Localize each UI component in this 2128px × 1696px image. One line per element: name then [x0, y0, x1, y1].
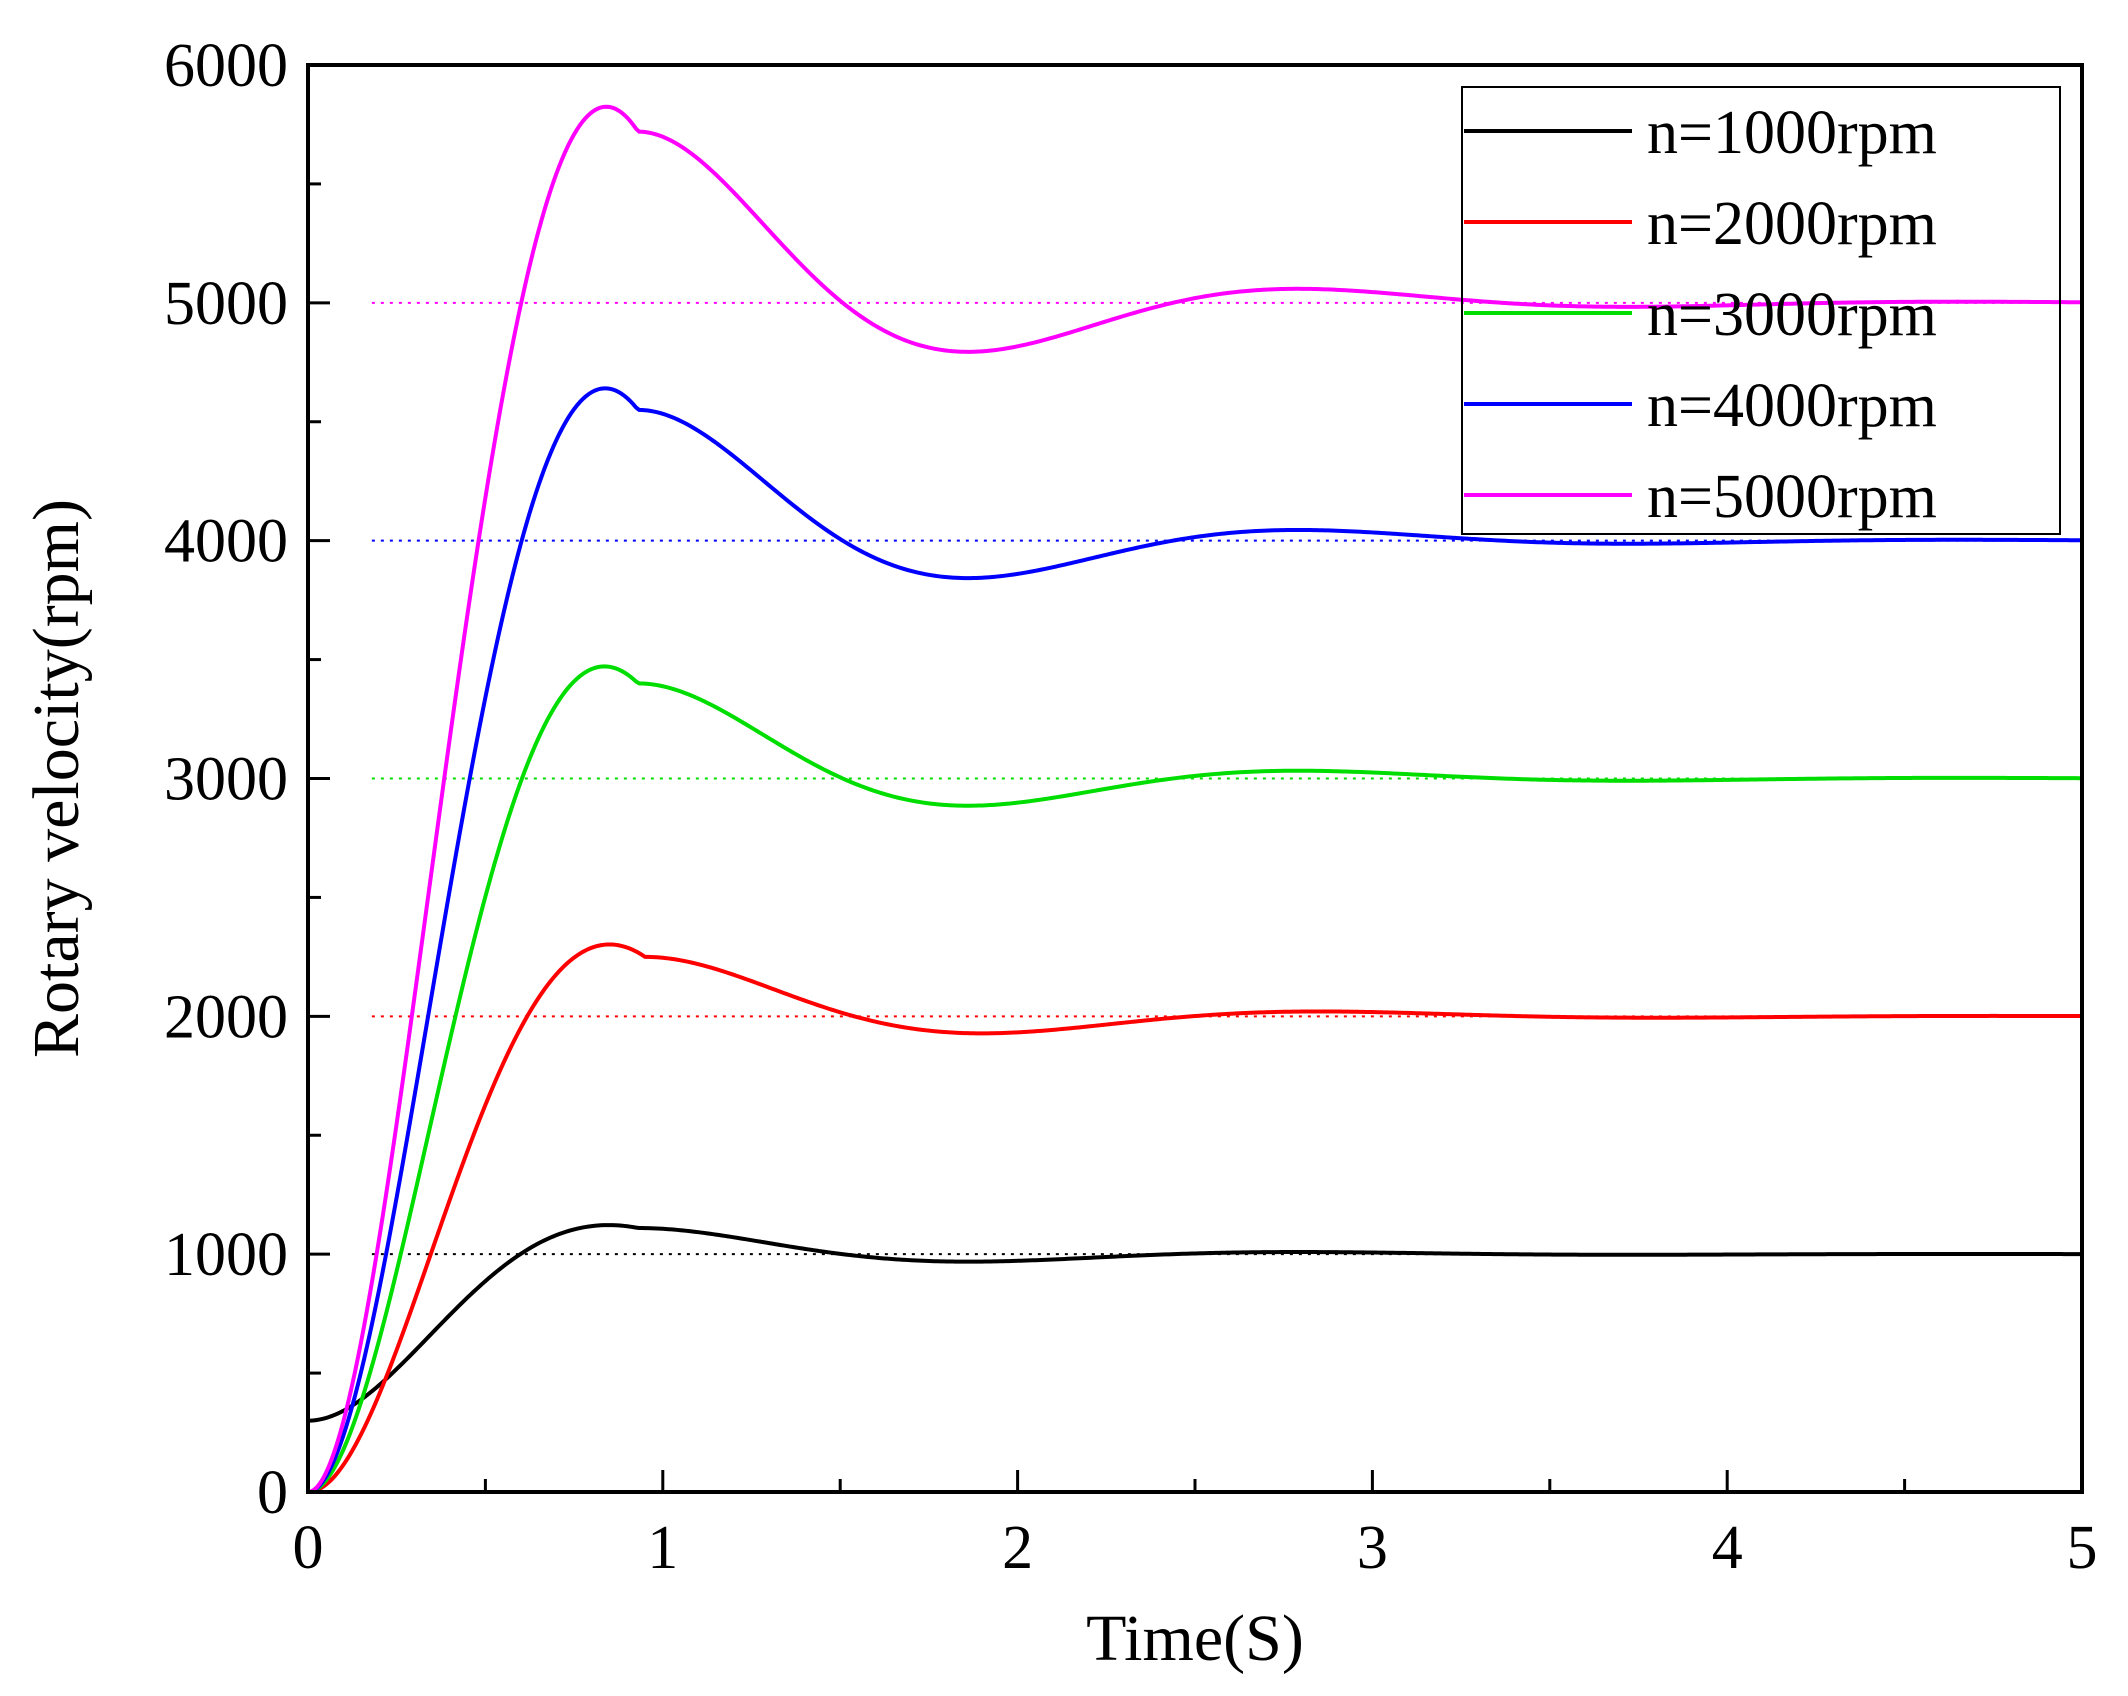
y-tick-label-4000: 4000	[164, 508, 288, 576]
y-tick-label-2000: 2000	[164, 983, 288, 1051]
y-tick-label-6000: 6000	[164, 32, 288, 100]
legend-label-n=1000rpm: n=1000rpm	[1647, 99, 1937, 167]
x-tick-label-0: 0	[293, 1514, 324, 1582]
series-line-n=5000rpm	[307, 104, 2083, 1494]
legend-label-n=5000rpm: n=5000rpm	[1647, 463, 1937, 531]
legend: n=1000rpm n=2000rpm n=3000rpm n=4000rpm n=50…	[1461, 86, 2061, 535]
x-tick-label-1: 1	[647, 1514, 678, 1582]
x-tick-label-2: 2	[1002, 1514, 1033, 1582]
y-tick-label-0: 0	[257, 1459, 288, 1527]
legend-label-n=3000rpm: n=3000rpm	[1647, 281, 1937, 349]
y-axis-title: Rotary velocity(rpm)	[20, 499, 93, 1058]
legend-label-n=4000rpm: n=4000rpm	[1647, 372, 1937, 440]
y-tick-label-5000: 5000	[164, 270, 288, 338]
y-tick-label-1000: 1000	[164, 1221, 288, 1289]
legend-box	[1461, 86, 2061, 535]
legend-label-n=2000rpm: n=2000rpm	[1647, 190, 1937, 258]
x-tick-label-4: 4	[1712, 1514, 1743, 1582]
series-lines	[307, 104, 2083, 1494]
axes: 0 1 2 3 4 5 0 1000 2000 3000 4000 5000 6000	[164, 32, 2098, 1582]
x-tick-label-3: 3	[1357, 1514, 1388, 1582]
series-line-n=2000rpm	[307, 942, 2082, 1494]
series-line-n=3000rpm	[307, 664, 2083, 1494]
series-line-n=1000rpm	[307, 1223, 2082, 1423]
x-tick-label-5: 5	[2067, 1514, 2098, 1582]
y-tick-label-3000: 3000	[164, 746, 288, 814]
x-axis-title: Time(S)	[1086, 1602, 1304, 1675]
series-line-n=4000rpm	[307, 386, 2083, 1494]
